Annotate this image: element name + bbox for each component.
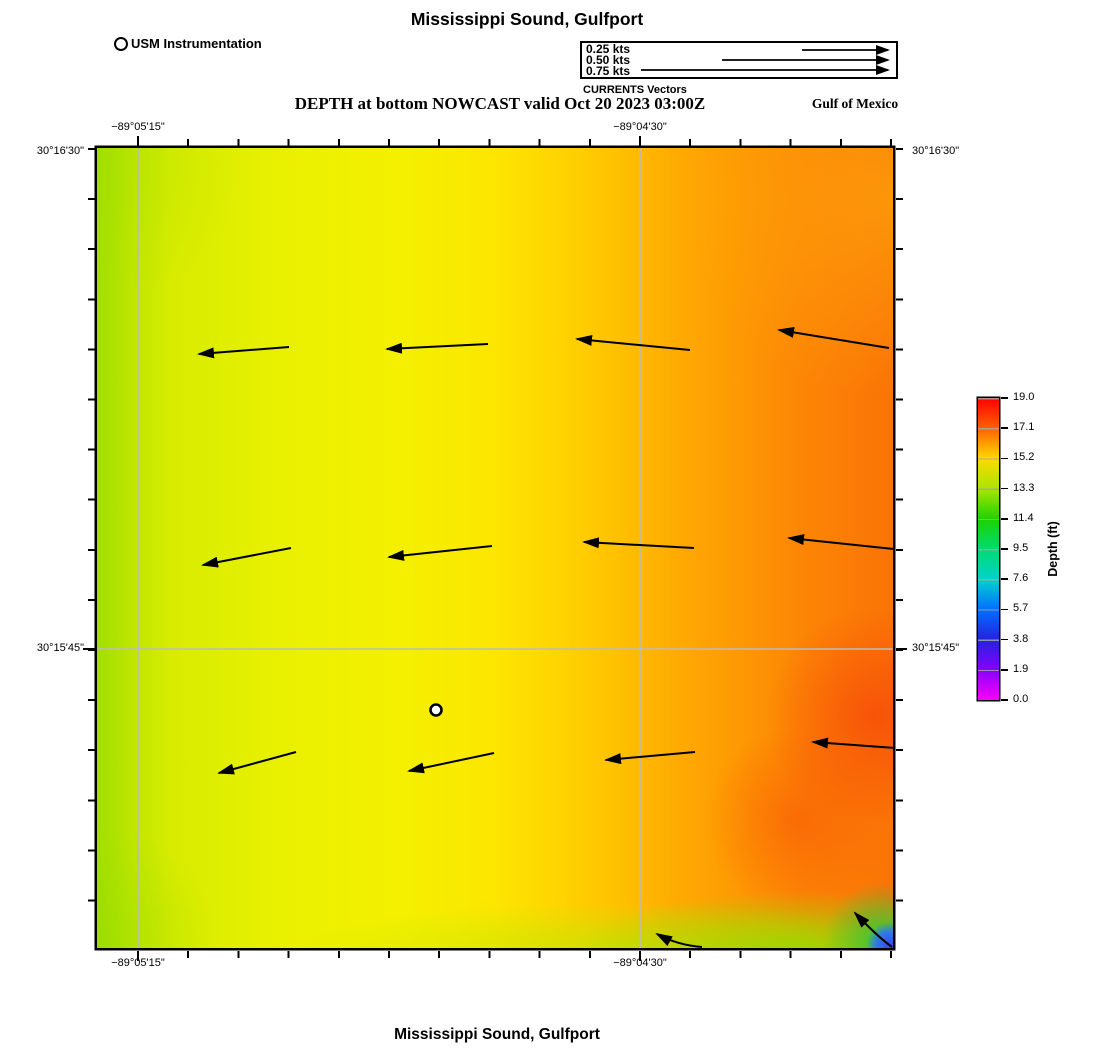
colorbar-tick-label: 19.0 (1013, 391, 1035, 403)
colorbar-tick (1000, 578, 1008, 581)
current-vector-arrow (811, 737, 893, 749)
current-vector-arrow (201, 547, 292, 568)
major-tick (639, 135, 641, 146)
chart-subtitle: DEPTH at bottom NOWCAST valid Oct 20 202… (294, 94, 706, 113)
colorbar-tick (1000, 517, 1008, 520)
colorbar-tick (1000, 548, 1008, 550)
major-tick (137, 950, 139, 961)
station-legend-icon (114, 37, 128, 51)
current-vector-arrow (385, 342, 489, 354)
axis-tick-label: 30°15'45" (912, 642, 960, 654)
map-vector-layer (97, 148, 893, 948)
axis-tick-label: −89°04'30" (613, 121, 667, 133)
current-vector-arrow (575, 334, 691, 351)
depth-map (97, 148, 893, 948)
colorbar-tick (1000, 457, 1008, 460)
vector-scale-labels: 0.25 kts 0.50 kts 0.75 kts (586, 42, 631, 79)
major-tick (639, 950, 641, 961)
axis-tick-label: 30°16'30" (912, 145, 960, 157)
major-tick (137, 135, 139, 146)
axis-ticks-bottom (97, 950, 893, 958)
axis-tick-label: −89°05'15" (111, 121, 165, 133)
region-label: Gulf of Mexico (811, 96, 899, 111)
vector-scale-label: 0.75 kts (586, 64, 631, 79)
axis-tick-label: −89°04'30" (613, 957, 667, 969)
colorbar (978, 398, 999, 700)
vector-scale-label: 0.50 kts (586, 53, 631, 68)
colorbar-tick-label: 3.8 (1013, 632, 1029, 645)
colorbar-tick-label: 5.7 (1013, 602, 1029, 615)
colorbar-gridlines (978, 398, 999, 700)
current-vector-arrow (853, 911, 893, 948)
current-vector-arrow (655, 933, 703, 948)
colorbar-ticks: 19.0 17.1 15.2 13.3 11.4 9.5 7.6 5.7 3.8 1.9 0.0 (999, 391, 1069, 705)
page-title: Mississippi Sound, Gulfport (410, 9, 644, 29)
colorbar-tick-label: 9.5 (1013, 542, 1029, 554)
colorbar-tick-label: 7.6 (1013, 572, 1029, 585)
colorbar-tick (1000, 608, 1008, 611)
current-vector-arrow (582, 537, 695, 549)
vector-legend-caption: CURRENTS Vectors (583, 84, 687, 96)
axis-tick-label: 30°16'30" (36, 145, 84, 157)
major-tick (83, 648, 95, 650)
vector-scale-label: 0.25 kts (586, 42, 631, 56)
axis-tick-label: −89°05'15" (111, 957, 165, 969)
colorbar-tick-label: 13.3 (1013, 481, 1035, 494)
station-legend-label: USM Instrumentation (131, 36, 262, 51)
vector-scale-legend: 0.25 kts 0.50 kts 0.75 kts (580, 41, 898, 79)
colorbar-tick (1000, 397, 1008, 399)
colorbar-tick (1000, 638, 1008, 641)
colorbar-tick-label: 17.1 (1013, 421, 1035, 434)
footer-title: Mississippi Sound, Gulfport (394, 1026, 600, 1043)
colorbar-tick (1000, 427, 1008, 430)
current-vector-arrow (777, 326, 890, 349)
current-vector-arrow (604, 751, 696, 765)
axis-ticks-right (895, 148, 903, 948)
axis-tick-label: 30°15'45" (36, 642, 84, 654)
current-vector-arrow (787, 534, 893, 550)
colorbar-tick (1000, 668, 1008, 671)
colorbar-tick-label: 15.2 (1013, 451, 1035, 464)
colorbar-axis-label: Depth (ft) (1046, 521, 1060, 577)
colorbar-tick (1000, 487, 1008, 490)
current-vector-arrow (407, 752, 495, 774)
colorbar-tick-label: 1.9 (1013, 662, 1029, 675)
colorbar-tick-label: 11.4 (1013, 511, 1034, 524)
station-marker (429, 703, 443, 717)
axis-ticks-top (97, 138, 893, 146)
depth-field-image (97, 148, 893, 948)
current-vector-arrow (217, 751, 297, 775)
major-tick (895, 648, 907, 650)
colorbar-tick (1000, 699, 1008, 701)
vector-legend-arrows (641, 45, 890, 75)
axis-ticks-left (87, 148, 95, 948)
colorbar-tick-label: 0.0 (1013, 693, 1029, 705)
current-vector-arrow (387, 545, 493, 561)
current-vector-arrow (197, 346, 290, 359)
